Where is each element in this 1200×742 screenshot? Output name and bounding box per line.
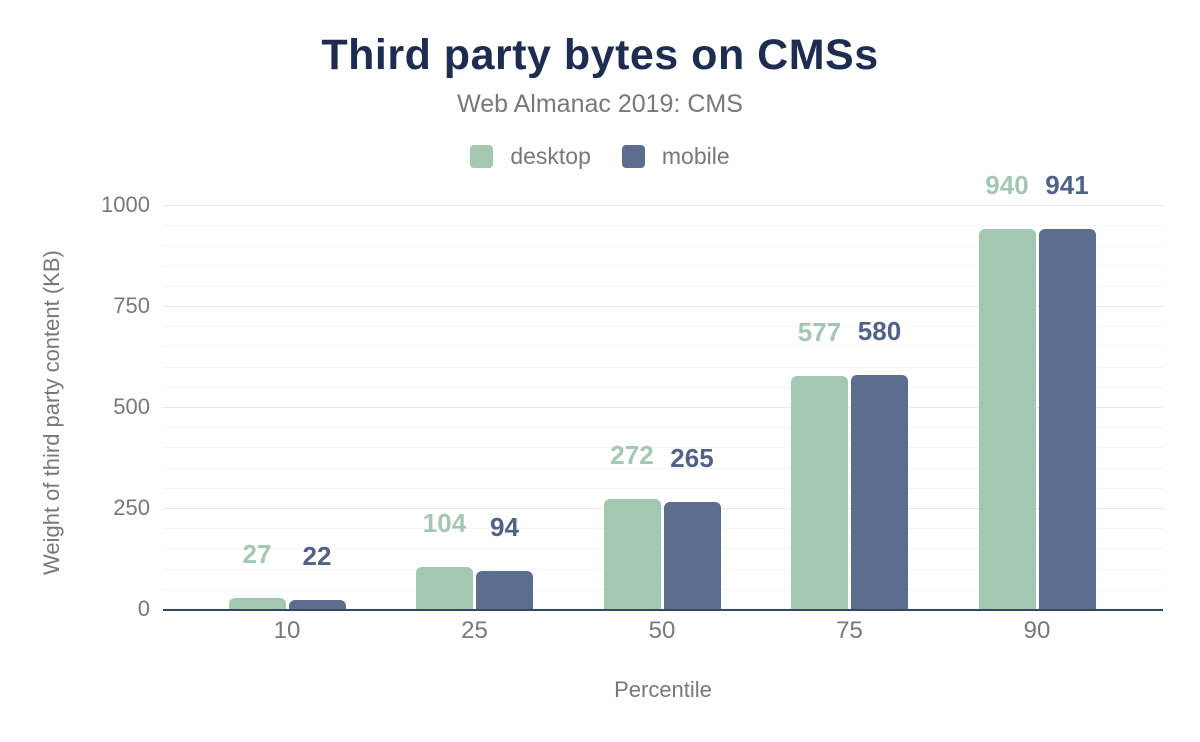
bar-desktop-90	[978, 229, 1036, 609]
gridline-minor-700	[163, 326, 1163, 327]
bar-value-mobile-50: 265	[670, 443, 714, 473]
bar-desktop-75	[791, 376, 848, 609]
bar-value-desktop-75: 577	[797, 317, 842, 347]
gridline-minor-900	[163, 245, 1163, 246]
bar-value-desktop-50: 272	[610, 440, 654, 470]
gridline-minor-450	[163, 427, 1163, 428]
x-axis-title: Percentile	[614, 677, 712, 702]
x-tick-90: 90	[1023, 617, 1051, 644]
gridline-major-250	[163, 508, 1163, 509]
gridline-minor-100	[163, 569, 1163, 570]
chart-subtitle: Web Almanac 2019: CMS	[457, 90, 743, 118]
x-tick-50: 50	[648, 617, 676, 644]
y-tick-500: 500	[113, 394, 150, 419]
gridline-minor-400	[163, 447, 1163, 448]
gridline-minor-650	[163, 346, 1163, 347]
legend-item-desktop: desktop	[470, 143, 591, 170]
y-tick-750: 750	[113, 293, 150, 318]
x-tick-10: 10	[273, 617, 301, 644]
legend-swatch-mobile	[621, 145, 645, 168]
chart-title: Third party bytes on CMSs	[321, 31, 879, 79]
bar-mobile-75	[851, 375, 908, 609]
legend-item-mobile: mobile	[621, 143, 730, 170]
gridline-minor-50	[163, 589, 1163, 590]
gridline-minor-200	[163, 528, 1163, 529]
legend-label-desktop: desktop	[510, 143, 591, 169]
x-tick-75: 75	[836, 617, 863, 644]
x-tick-25: 25	[461, 617, 488, 644]
bar-value-mobile-10: 22	[302, 541, 332, 571]
bar-value-mobile-90: 941	[1045, 170, 1089, 200]
bar-mobile-10	[288, 600, 346, 609]
bar-value-desktop-25: 104	[422, 508, 467, 538]
bar-desktop-25	[416, 567, 473, 609]
gridline-minor-350	[163, 468, 1163, 469]
y-tick-0: 0	[137, 596, 150, 621]
gridline-minor-150	[163, 548, 1163, 549]
gridline-major-500	[163, 407, 1163, 408]
gridline-major-1000	[163, 205, 1163, 206]
y-tick-250: 250	[113, 495, 150, 520]
gridline-minor-600	[163, 367, 1163, 368]
legend-swatch-desktop	[470, 145, 494, 168]
gridline-major-750	[163, 306, 1163, 307]
bar-value-desktop-90: 940	[985, 170, 1029, 200]
bar-mobile-90	[1038, 229, 1096, 609]
x-axis-line	[163, 609, 1163, 611]
bar-value-desktop-10: 27	[242, 539, 272, 569]
gridline-minor-550	[163, 387, 1163, 388]
gridline-minor-800	[163, 286, 1163, 287]
bar-value-mobile-75: 580	[857, 316, 902, 346]
bar-desktop-10	[228, 598, 286, 609]
legend-label-mobile: mobile	[661, 143, 730, 169]
y-tick-1000: 1000	[101, 192, 150, 217]
gridline-minor-300	[163, 488, 1163, 489]
legend: desktop mobile	[0, 143, 1200, 170]
bar-mobile-25	[476, 571, 533, 609]
gridline-minor-950	[163, 225, 1163, 226]
bar-mobile-50	[663, 502, 721, 609]
gridline-minor-850	[163, 266, 1163, 267]
bar-desktop-50	[603, 499, 661, 609]
bar-value-mobile-25: 94	[490, 512, 519, 542]
